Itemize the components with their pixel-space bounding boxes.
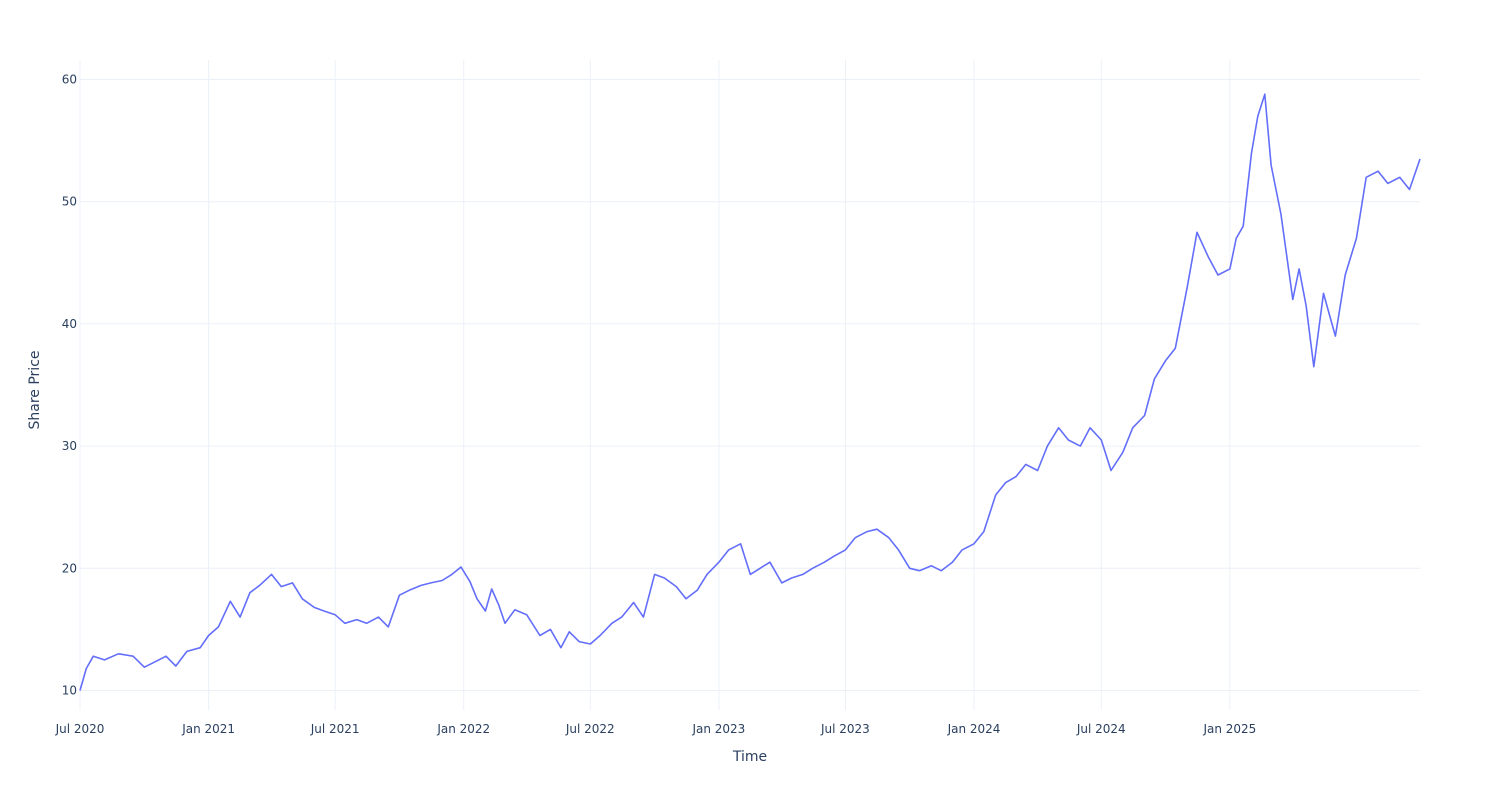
x-tick-label: Jul 2024	[1076, 722, 1126, 736]
x-tick-label: Jul 2020	[55, 722, 105, 736]
x-tick-label: Jan 2024	[947, 722, 1001, 736]
y-tick-label: 10	[62, 683, 77, 697]
x-tick-label: Jan 2021	[181, 722, 235, 736]
x-tick-label: Jul 2022	[565, 722, 615, 736]
x-tick-labels: Jul 2020 Jan 2021 Jul 2021 Jan 2022 Jul 2022…	[55, 722, 1257, 736]
series-layer	[79, 93, 1421, 691]
x-tick-label: Jan 2023	[691, 722, 745, 736]
x-tick-label: Jul 2021	[310, 722, 360, 736]
x-tick-label: Jan 2022	[436, 722, 490, 736]
y-tick-label: 30	[62, 439, 77, 453]
y-tick-label: 50	[62, 195, 77, 209]
x-axis-title: Time	[732, 749, 767, 765]
y-tick-label: 40	[62, 317, 77, 331]
y-tick-label: 20	[62, 561, 77, 575]
x-gridlines	[79, 60, 1231, 710]
x-tick-label: Jul 2023	[820, 722, 870, 736]
y-tick-label: 60	[62, 73, 77, 87]
y-tick-labels: 10 20 30 40 50 60	[62, 73, 77, 698]
y-axis-title: Share Price	[27, 350, 43, 429]
price-series-line	[79, 93, 1421, 691]
y-gridlines	[80, 79, 1420, 691]
x-tick-label: Jan 2025	[1202, 722, 1256, 736]
